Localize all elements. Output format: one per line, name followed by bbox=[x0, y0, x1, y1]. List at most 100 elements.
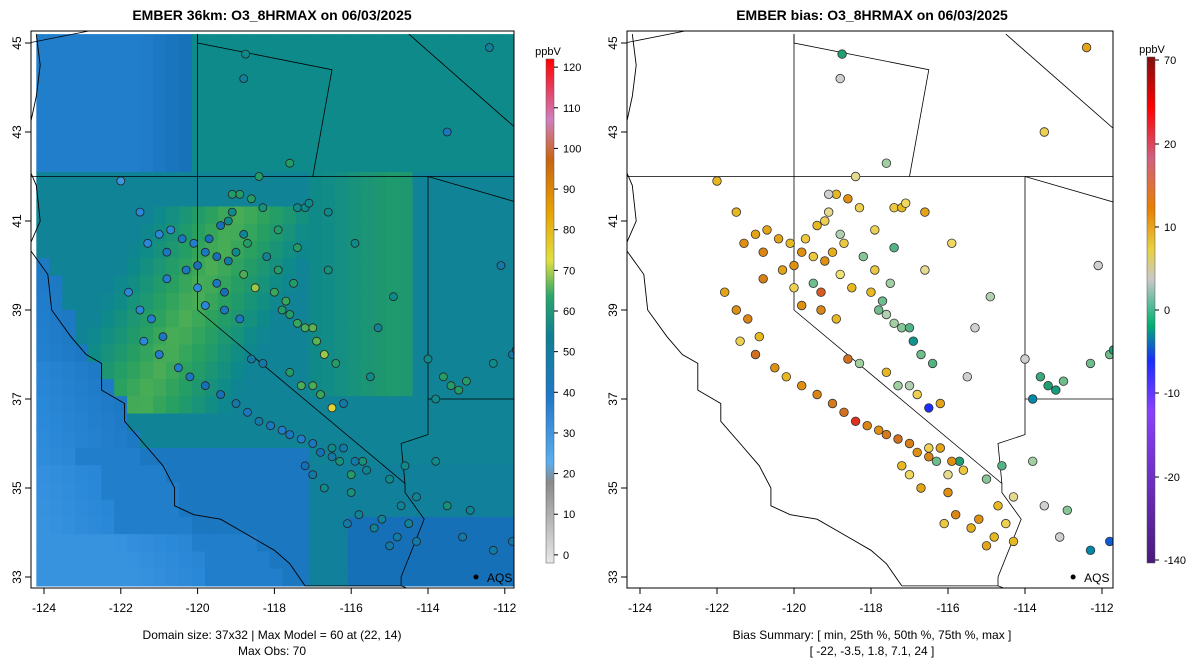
heat-cell bbox=[217, 482, 232, 501]
heat-cell bbox=[205, 68, 219, 87]
heat-cell bbox=[425, 379, 440, 397]
heat-cell bbox=[75, 344, 89, 363]
heat-cell bbox=[217, 120, 232, 139]
heat-cell bbox=[308, 103, 323, 121]
heat-cell bbox=[192, 68, 206, 87]
heat-cell bbox=[399, 344, 414, 363]
heat-cell bbox=[282, 499, 297, 518]
bias-point bbox=[1035, 372, 1046, 382]
heat-cell bbox=[373, 430, 388, 449]
heat-cell bbox=[503, 68, 514, 87]
obs-point bbox=[273, 225, 283, 235]
heat-cell bbox=[503, 465, 514, 483]
bias-point bbox=[1027, 394, 1038, 404]
colorbar-tick-label: 10 bbox=[563, 509, 575, 521]
heat-cell bbox=[153, 448, 167, 466]
heat-cell bbox=[308, 206, 323, 225]
heat-cell bbox=[49, 154, 63, 173]
heat-cell bbox=[49, 172, 63, 190]
heat-cell bbox=[347, 154, 362, 173]
heat-cell bbox=[438, 568, 453, 587]
heat-cell bbox=[503, 85, 514, 104]
obs-point bbox=[327, 452, 337, 462]
state-border bbox=[997, 176, 1026, 484]
heat-cell bbox=[62, 379, 76, 397]
heat-cell bbox=[36, 172, 50, 190]
heat-cell bbox=[295, 534, 310, 552]
heat-cell bbox=[412, 568, 427, 587]
heat-cell bbox=[127, 34, 141, 52]
heat-cell bbox=[75, 189, 89, 208]
heat-cell bbox=[321, 120, 336, 139]
x-tick-label: -114 bbox=[1013, 601, 1036, 615]
heat-cell bbox=[386, 344, 401, 363]
heat-cell bbox=[49, 516, 63, 535]
heat-cell bbox=[464, 154, 478, 173]
heat-cell bbox=[386, 361, 401, 380]
heat-cell bbox=[477, 551, 491, 570]
heat-cell bbox=[243, 120, 258, 139]
obs-point bbox=[162, 274, 172, 284]
heat-cell bbox=[88, 241, 102, 259]
bias-point bbox=[1062, 505, 1073, 516]
bias-point bbox=[939, 518, 949, 529]
heat-cell bbox=[166, 396, 180, 414]
heat-cell bbox=[230, 85, 245, 104]
y-tick-label: 33 bbox=[10, 570, 24, 584]
heat-cell bbox=[412, 85, 427, 104]
obs-point bbox=[323, 207, 333, 217]
heat-cell bbox=[243, 34, 258, 52]
heat-cell bbox=[308, 568, 323, 587]
heat-cell bbox=[243, 68, 258, 87]
heat-cell bbox=[256, 51, 271, 70]
heat-cell bbox=[477, 154, 491, 173]
bias-point bbox=[1085, 358, 1096, 369]
obs-point bbox=[262, 252, 272, 262]
heat-cell bbox=[321, 154, 336, 173]
heat-cell bbox=[438, 516, 453, 535]
heat-cell bbox=[243, 551, 258, 570]
bias-point bbox=[835, 229, 845, 240]
heat-cell bbox=[373, 120, 388, 139]
heat-cell bbox=[101, 85, 115, 104]
heat-cell bbox=[88, 85, 102, 104]
heat-cell bbox=[347, 103, 362, 121]
heat-cell bbox=[192, 327, 206, 345]
bias-point bbox=[835, 73, 845, 84]
heat-cell bbox=[503, 310, 514, 328]
heat-cell bbox=[205, 413, 219, 432]
heat-cell bbox=[88, 223, 102, 242]
bias-point bbox=[897, 461, 907, 471]
obs-point bbox=[335, 456, 345, 466]
heat-cell bbox=[386, 34, 401, 52]
heat-cell bbox=[62, 482, 76, 501]
heat-cell bbox=[347, 51, 362, 70]
obs-point bbox=[350, 456, 360, 466]
heat-cell bbox=[140, 275, 154, 294]
bias-point bbox=[735, 336, 745, 346]
obs-point bbox=[258, 203, 268, 213]
obs-point bbox=[296, 381, 306, 391]
heat-cell bbox=[412, 120, 427, 139]
heat-cell bbox=[399, 551, 414, 570]
heat-cell bbox=[243, 103, 258, 121]
obs-point bbox=[412, 492, 421, 502]
heat-cell bbox=[451, 120, 466, 139]
heat-cell bbox=[114, 68, 128, 87]
obs-point bbox=[346, 470, 356, 480]
heat-cell bbox=[399, 430, 414, 449]
right-aqs-legend: AQS bbox=[1070, 571, 1109, 585]
heat-cell bbox=[360, 327, 375, 345]
heat-cell bbox=[114, 310, 128, 328]
heat-cell bbox=[360, 413, 375, 432]
heat-cell bbox=[477, 413, 491, 432]
heat-cell bbox=[464, 275, 478, 294]
heat-cell bbox=[230, 120, 245, 139]
obs-point bbox=[308, 381, 318, 391]
bias-point bbox=[781, 372, 792, 382]
colorbar-tick-label: 20 bbox=[1164, 139, 1176, 151]
heat-cell bbox=[477, 258, 491, 277]
bias-point bbox=[920, 265, 930, 275]
heat-cell bbox=[464, 534, 478, 552]
obs-point bbox=[327, 403, 337, 413]
